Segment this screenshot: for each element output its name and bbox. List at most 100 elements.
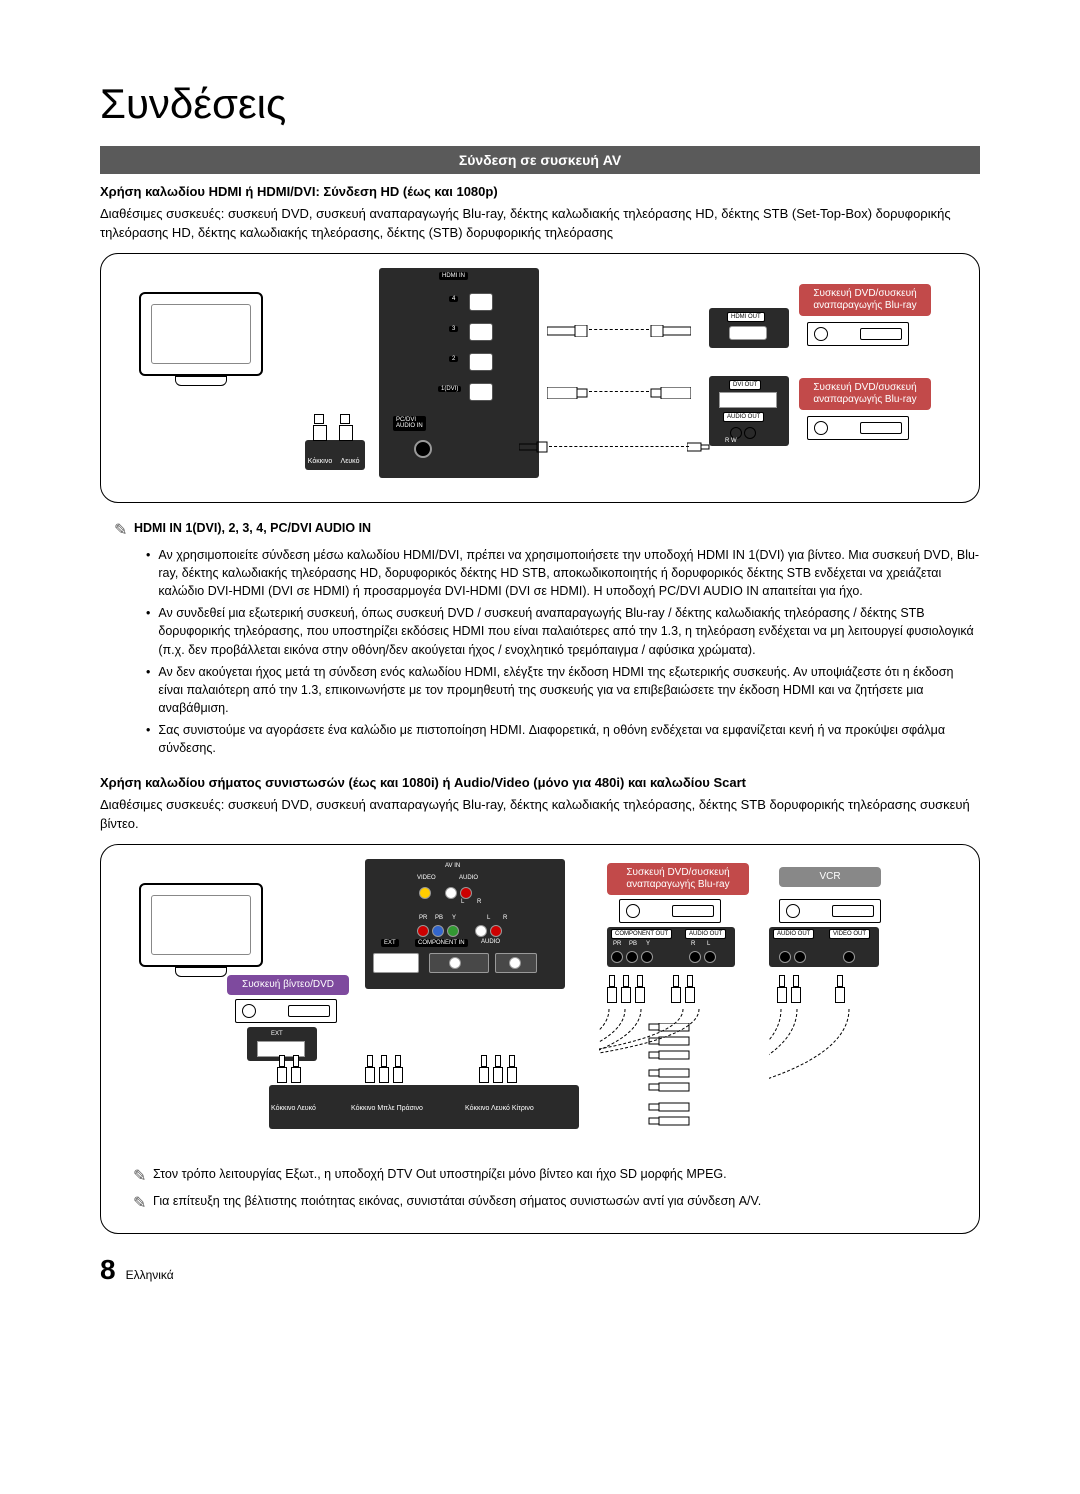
- audio-out-label: AUDIO OUT: [723, 412, 764, 422]
- note-icon: ✎: [114, 519, 134, 542]
- component-in-label: COMPONENT IN: [415, 939, 468, 947]
- note-hdmi-lead: HDMI IN 1(DVI), 2, 3, 4, PC/DVI AUDIO IN: [134, 521, 371, 535]
- socket-icon: [449, 957, 461, 969]
- device-bubble-dvd-bluray: Συσκευή DVD/συσκευή αναπαραγωγής Blu-ray: [799, 284, 931, 316]
- note-hdmi-bullets: Αν χρησιμοποιείτε σύνδεση μέσω καλωδίου …: [146, 546, 980, 757]
- device-box-icon: [807, 416, 909, 440]
- note-bullet: Αν συνδεθεί μια εξωτερική συσκευή, όπως …: [158, 604, 980, 658]
- subsection-2-heading: Χρήση καλωδίου σήματος συνιστωσών (έως κ…: [100, 775, 980, 790]
- subsection-1-body: Διαθέσιμες συσκευές: συσκευή DVD, συσκευ…: [100, 205, 980, 243]
- audio-label: AUDIO: [459, 875, 478, 881]
- rca-plugs-to-vcr-out: [777, 975, 845, 1005]
- vcr-audio-sockets: [779, 951, 806, 963]
- r-label-3: R: [691, 941, 695, 947]
- hdmi-out-port: [729, 326, 767, 340]
- page-footer: 8 Ελληνικά: [100, 1254, 980, 1286]
- rca-row2-label: Κόκκινο Μπλε Πράσινο: [351, 1105, 423, 1112]
- note-icon: ✎: [133, 1165, 153, 1188]
- jack-white-label: Λευκό: [335, 458, 365, 465]
- y-label: Y: [452, 915, 456, 921]
- trs-plug-icon: [519, 440, 549, 452]
- hdmi-in-label: HDMI IN: [439, 272, 468, 280]
- hdmi-port-3: [469, 323, 493, 341]
- page-number: 8: [100, 1254, 116, 1286]
- page-title: Συνδέσεις: [100, 80, 980, 128]
- note-icon: ✎: [133, 1192, 153, 1215]
- rca-mini-plug-icon: [687, 440, 711, 452]
- device-box-icon: [235, 999, 337, 1023]
- socket-icon: [509, 957, 521, 969]
- dvi-out-label: DVI OUT: [729, 380, 761, 390]
- vcr-video-socket: [843, 951, 855, 963]
- audio-jack-port: [414, 440, 432, 458]
- l-label: L: [461, 899, 464, 905]
- hdmi-port-1dvi: [469, 383, 493, 401]
- pcdvi-audio-in-label: PC/DVI AUDIO IN: [393, 416, 426, 431]
- component-out-label: COMPONENT OUT: [611, 929, 672, 939]
- device-bubble-vcr: VCR: [779, 867, 881, 887]
- component-out-sockets: [611, 951, 653, 963]
- jack-red-icon: [313, 414, 325, 440]
- r-label: R: [477, 899, 481, 905]
- hdmi-port-4: [469, 293, 493, 311]
- pb-label: PB: [435, 915, 443, 921]
- rca-plugs-to-component-out: [607, 975, 695, 1005]
- ext-label: EXT: [381, 939, 399, 947]
- rca-plugs-av: [479, 1055, 517, 1085]
- note-component-text: Για επίτευξη της βέλτιστης ποιότητας εικ…: [153, 1192, 761, 1215]
- hdmi-port-4-label: 4: [449, 296, 458, 302]
- note-component-row: ✎ Για επίτευξη της βέλτιστης ποιότητας ε…: [133, 1192, 961, 1215]
- device-box-icon: [619, 899, 721, 923]
- pr-label-2: PR: [613, 941, 621, 947]
- dvi-out-port: [719, 392, 777, 408]
- av-in-label: AV IN: [445, 863, 460, 869]
- video-label: VIDEO: [417, 875, 436, 881]
- tv-back-panel: [379, 268, 539, 478]
- av-in-sockets: [419, 887, 472, 899]
- cable-line: [589, 391, 649, 392]
- hdmi-port-1dvi-label: 1(DVI): [438, 386, 461, 392]
- audio-label-2: AUDIO: [481, 939, 500, 945]
- hdmi-port-2: [469, 353, 493, 371]
- l-label-2: L: [487, 915, 490, 921]
- device-box-icon: [779, 899, 881, 923]
- note-ext-text: Στον τρόπο λειτουργίας Εξωτ., η υποδοχή …: [153, 1165, 727, 1188]
- tv-icon: [139, 883, 263, 967]
- audio-out-sockets: [689, 951, 716, 963]
- dvi-plug-icon: [649, 386, 691, 398]
- note-bullet: Σας συνιστούμε να αγοράσετε ένα καλώδιο …: [158, 721, 980, 757]
- rw-label: R W: [725, 438, 737, 444]
- jack-white-icon: [339, 414, 351, 440]
- device-bubble-video-dvd: Συσκευή βίντεο/DVD: [227, 975, 349, 995]
- rca-row3-label: Κόκκινο Λευκό Κίτρινο: [465, 1105, 534, 1112]
- cable-line: [549, 446, 689, 447]
- r-label-2: R: [503, 915, 507, 921]
- diagram-component-av: AV IN VIDEO AUDIO L R PR PB Y: [100, 844, 980, 1234]
- device-bubble-dvd-bluray-2: Συσκευή DVD/συσκευή αναπαραγωγής Blu-ray: [799, 378, 931, 410]
- video-out-label: VIDEO OUT: [829, 929, 870, 939]
- ext-label-2: EXT: [271, 1031, 283, 1037]
- cable-bundle-2: [769, 1009, 889, 1129]
- tv-icon: [139, 292, 263, 376]
- section-heading: Σύνδεση σε συσκευή AV: [100, 146, 980, 174]
- component-sockets: [417, 925, 502, 937]
- rca-row1-label: Κόκκινο Λευκό: [271, 1105, 316, 1112]
- audio-out-label-3: AUDIO OUT: [773, 929, 814, 939]
- note-hdmi-heading-row: ✎ HDMI IN 1(DVI), 2, 3, 4, PC/DVI AUDIO …: [114, 519, 980, 542]
- scart-port: [373, 953, 419, 973]
- note-ext-row: ✎ Στον τρόπο λειτουργίας Εξωτ., η υποδοχ…: [133, 1165, 961, 1188]
- cable-line: [589, 329, 649, 330]
- pr-label: PR: [419, 915, 427, 921]
- hdmi-port-3-label: 3: [449, 326, 458, 332]
- dvi-plug-icon: [547, 386, 589, 398]
- subsection-2-body: Διαθέσιμες συσκευές: συσκευή DVD, συσκευ…: [100, 796, 980, 834]
- subsection-1-heading: Χρήση καλωδίου HDMI ή HDMI/DVI: Σύνδεση …: [100, 184, 980, 199]
- jack-red-label: Κόκκινο: [305, 458, 335, 465]
- rca-plugs-component: [365, 1055, 403, 1085]
- note-bullet: Αν δεν ακούγεται ήχος μετά τη σύνδεση εν…: [158, 663, 980, 717]
- pb-label-2: PB: [629, 941, 637, 947]
- hdmi-plug-icon: [547, 324, 589, 336]
- cable-end-stack: [599, 1023, 699, 1138]
- device-box-icon: [807, 322, 909, 346]
- diagram-hdmi: HDMI IN 4 3 2 1(DVI) PC/DVI AUDIO IN Κόκ…: [100, 253, 980, 503]
